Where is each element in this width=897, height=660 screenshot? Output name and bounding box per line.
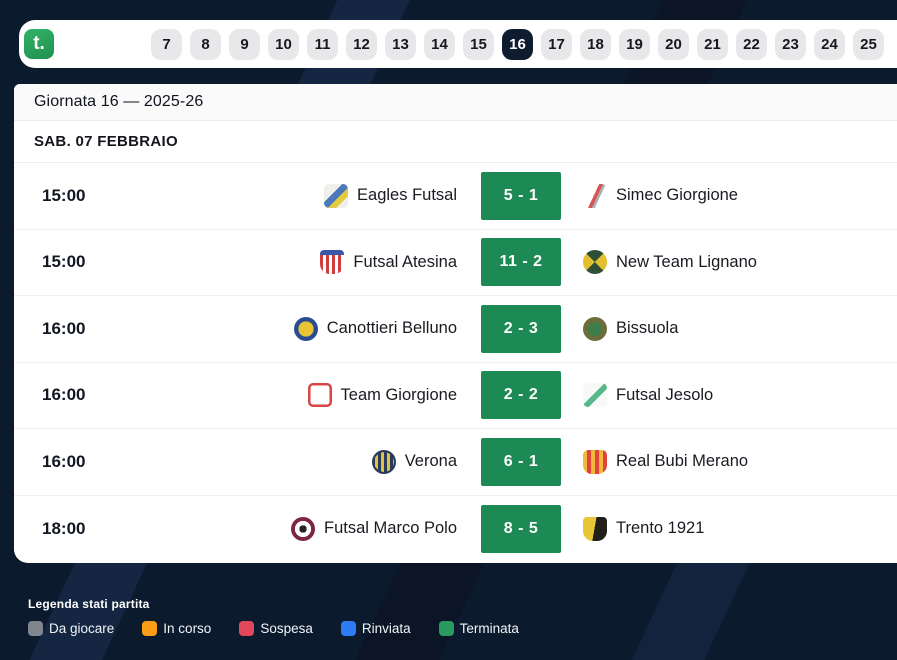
home-team: Futsal Marco Polo: [152, 516, 457, 541]
legend-item-sospesa: Sospesa: [239, 621, 313, 636]
away-team-name: Futsal Jesolo: [616, 385, 714, 404]
match-row[interactable]: 15:00 Eagles Futsal 5 - 1 Simec Giorgion…: [14, 163, 897, 230]
legend-label: Rinviata: [361, 621, 411, 636]
status-red-chip-icon: [239, 621, 255, 636]
status-blue-chip-icon: [340, 621, 356, 636]
home-team-name: Eagles Futsal: [357, 186, 457, 205]
app-logo-icon[interactable]: t.: [24, 29, 54, 59]
home-team-logo-icon: [324, 183, 349, 208]
away-team: New Team Lignano: [583, 250, 897, 275]
match-row[interactable]: 15:00 Futsal Atesina 11 - 2 New Team Lig…: [14, 229, 897, 296]
top-navigation-bar: t. 7 8 9 10 11 12 13 14 15 16 17 18 19 20 21 22 23 24 25: [0, 0, 897, 84]
legend-label: In corso: [163, 621, 212, 636]
legend-item-in-corso: In corso: [142, 621, 211, 636]
away-team-logo-icon: [583, 316, 607, 341]
round-tab-17[interactable]: 17: [541, 28, 572, 60]
match-row[interactable]: 16:00 Team Giorgione 2 - 2 Futsal Jesolo: [14, 362, 897, 429]
away-team: Bissuola: [583, 316, 897, 341]
round-tab-8[interactable]: 8: [190, 28, 221, 60]
score-badge[interactable]: 8 - 5: [481, 504, 561, 553]
match-time: 16:00: [42, 318, 86, 338]
away-team-logo-icon: [583, 449, 607, 474]
match-time: 15:00: [42, 252, 86, 272]
round-tab-11[interactable]: 11: [307, 28, 338, 60]
round-tab-22[interactable]: 22: [736, 28, 767, 60]
round-tab-7[interactable]: 7: [151, 28, 182, 60]
round-tabs: 7 8 9 10 11 12 13 14 15 16 17 18 19 20 21 22 23 24 25: [151, 28, 884, 60]
away-team: Futsal Jesolo: [583, 383, 897, 408]
round-tab-16[interactable]: 16: [502, 28, 533, 60]
matchday-title: Giornata 16 — 2025-26: [14, 84, 897, 121]
match-status-legend: Legenda stati partita Da giocare In cors…: [28, 597, 519, 636]
match-row[interactable]: 16:00 Canottieri Belluno 2 - 3 Bissuola: [14, 296, 897, 363]
home-team-name: Futsal Atesina: [353, 252, 457, 271]
legend-item-terminata: Terminata: [438, 621, 519, 636]
home-team-logo-icon: [291, 516, 316, 541]
legend-item-da-giocare: Da giocare: [28, 621, 114, 636]
match-time: 18:00: [42, 518, 86, 538]
round-tab-25[interactable]: 25: [853, 28, 884, 60]
match-time: 15:00: [42, 185, 86, 205]
away-team-logo-icon: [583, 516, 607, 541]
round-tab-24[interactable]: 24: [814, 28, 845, 60]
away-team: Trento 1921: [583, 516, 897, 541]
home-team-name: Verona: [404, 452, 457, 471]
home-team-logo-icon: [293, 316, 318, 341]
away-team-name: Bissuola: [616, 319, 679, 338]
round-tab-21[interactable]: 21: [697, 28, 728, 60]
away-team: Simec Giorgione: [583, 183, 897, 208]
score-badge[interactable]: 6 - 1: [481, 437, 561, 486]
away-team-name: Trento 1921: [616, 519, 705, 538]
away-team-logo-icon: [583, 383, 607, 408]
away-team-name: Simec Giorgione: [616, 186, 738, 205]
legend-label: Sospesa: [260, 621, 313, 636]
rounds-pill: t. 7 8 9 10 11 12 13 14 15 16 17 18 19 20 21 22 23 24 25: [19, 20, 897, 68]
round-tab-10[interactable]: 10: [268, 28, 299, 60]
score-badge[interactable]: 2 - 2: [481, 371, 561, 420]
home-team-name: Futsal Marco Polo: [324, 519, 457, 538]
match-time: 16:00: [42, 451, 86, 471]
round-tab-14[interactable]: 14: [424, 28, 455, 60]
match-row[interactable]: 18:00 Futsal Marco Polo 8 - 5 Trento 192…: [14, 495, 897, 562]
home-team-name: Canottieri Belluno: [326, 319, 457, 338]
legend-label: Da giocare: [49, 621, 115, 636]
away-team-logo-icon: [583, 250, 607, 275]
home-team: Eagles Futsal: [152, 183, 457, 208]
round-tab-20[interactable]: 20: [658, 28, 689, 60]
home-team: Team Giorgione: [152, 383, 457, 408]
away-team-name: Real Bubi Merano: [616, 452, 749, 471]
match-row[interactable]: 16:00 Verona 6 - 1 Real Bubi Merano: [14, 429, 897, 496]
status-orange-chip-icon: [142, 621, 158, 636]
home-team: Canottieri Belluno: [152, 316, 457, 341]
round-tab-15[interactable]: 15: [463, 28, 494, 60]
matchday-card: Giornata 16 — 2025-26 SAB. 07 FEBBRAIO 1…: [14, 84, 897, 563]
away-team-logo-icon: [583, 183, 607, 208]
score-badge[interactable]: 11 - 2: [481, 238, 561, 287]
home-team: Verona: [152, 449, 457, 474]
home-team-logo-icon: [307, 383, 332, 408]
home-team-logo-icon: [320, 250, 345, 275]
score-badge[interactable]: 5 - 1: [481, 171, 561, 220]
round-tab-13[interactable]: 13: [385, 28, 416, 60]
round-tab-9[interactable]: 9: [229, 28, 260, 60]
round-tab-12[interactable]: 12: [346, 28, 377, 60]
legend-item-rinviata: Rinviata: [340, 621, 411, 636]
round-tab-18[interactable]: 18: [580, 28, 611, 60]
home-team: Futsal Atesina: [152, 250, 457, 275]
date-header: SAB. 07 FEBBRAIO: [14, 121, 897, 163]
legend-label: Terminata: [459, 621, 519, 636]
away-team: Real Bubi Merano: [583, 449, 897, 474]
home-team-name: Team Giorgione: [340, 385, 457, 404]
score-badge[interactable]: 2 - 3: [481, 304, 561, 353]
legend-items: Da giocare In corso Sospesa Rinviata Ter…: [28, 621, 519, 636]
match-time: 16:00: [42, 385, 86, 405]
away-team-name: New Team Lignano: [616, 252, 757, 271]
legend-title: Legenda stati partita: [28, 597, 150, 611]
round-tab-23[interactable]: 23: [775, 28, 806, 60]
home-team-logo-icon: [371, 449, 396, 474]
status-gray-chip-icon: [28, 621, 43, 636]
round-tab-19[interactable]: 19: [619, 28, 650, 60]
status-green-chip-icon: [438, 621, 454, 636]
